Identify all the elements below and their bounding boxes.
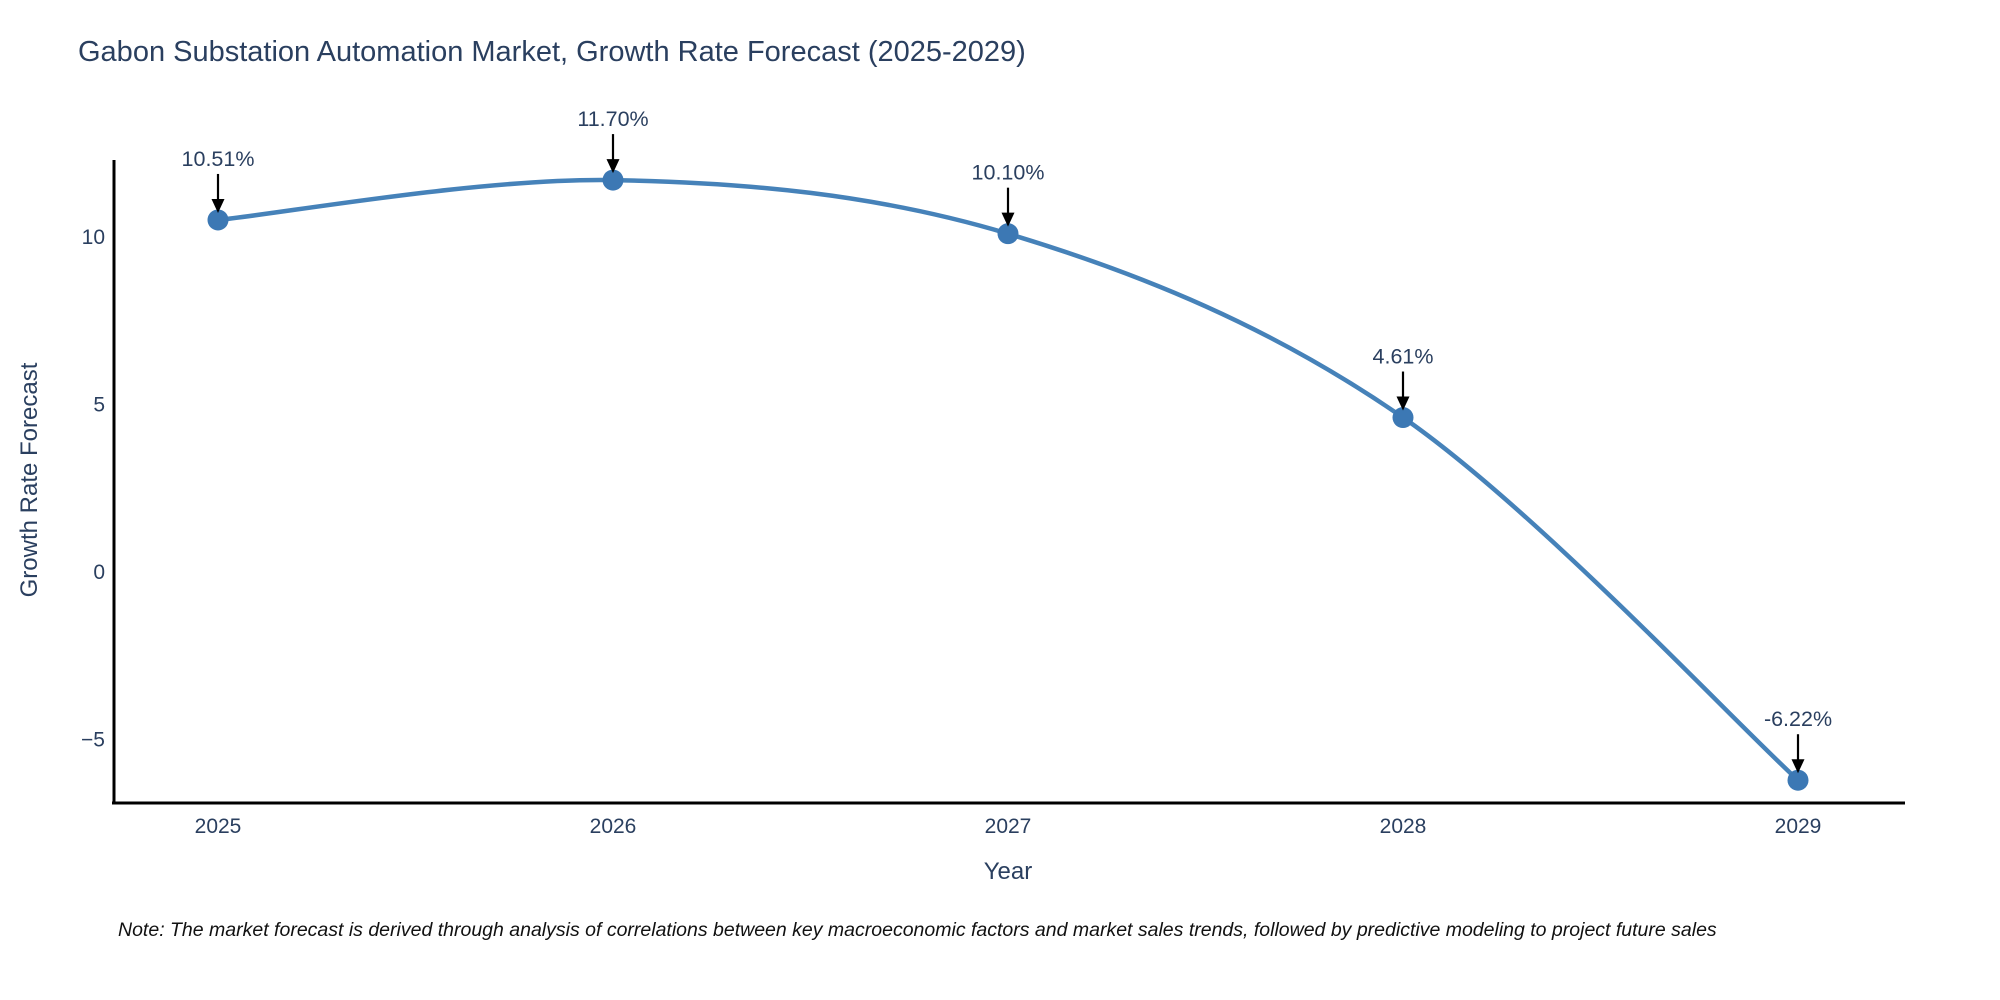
annotation-label: -6.22% bbox=[1764, 707, 1832, 731]
annotation-label: 10.51% bbox=[182, 147, 255, 171]
annotation-arrowhead bbox=[1001, 212, 1015, 227]
data-point-marker-2025[interactable] bbox=[207, 209, 229, 231]
y-tick-label: −5 bbox=[81, 728, 105, 751]
data-point-marker-2026[interactable] bbox=[602, 169, 624, 191]
y-tick-label: 5 bbox=[93, 393, 105, 416]
annotation-arrowhead bbox=[1791, 759, 1805, 774]
footnote: Note: The market forecast is derived thr… bbox=[118, 919, 1717, 941]
data-point-marker-2029[interactable] bbox=[1787, 769, 1809, 791]
data-point-marker-2028[interactable] bbox=[1392, 407, 1414, 429]
x-tick-label: 2027 bbox=[985, 815, 1032, 838]
x-tick-label: 2025 bbox=[195, 815, 242, 838]
y-tick-label: 10 bbox=[82, 226, 105, 249]
annotation-label: 11.70% bbox=[577, 107, 648, 131]
annotation-label: 10.10% bbox=[972, 161, 1045, 185]
annotation-arrowhead bbox=[211, 198, 225, 213]
x-tick-label: 2026 bbox=[590, 815, 637, 838]
chart-title: Gabon Substation Automation Market, Grow… bbox=[78, 36, 1026, 68]
x-tick-label: 2028 bbox=[1380, 815, 1427, 838]
x-tick-label: 2029 bbox=[1775, 815, 1822, 838]
plot-area[interactable] bbox=[112, 150, 1905, 803]
data-point-marker-2027[interactable] bbox=[997, 223, 1019, 245]
annotation-arrowhead bbox=[606, 159, 620, 174]
annotation-arrowhead bbox=[1396, 396, 1410, 411]
trend-line bbox=[215, 177, 1801, 783]
y-axis-title: Growth Rate Forecast bbox=[16, 362, 43, 598]
y-tick-label: 0 bbox=[93, 561, 105, 584]
annotation-label: 4.61% bbox=[1373, 345, 1434, 369]
x-axis-title: Year bbox=[983, 858, 1033, 885]
